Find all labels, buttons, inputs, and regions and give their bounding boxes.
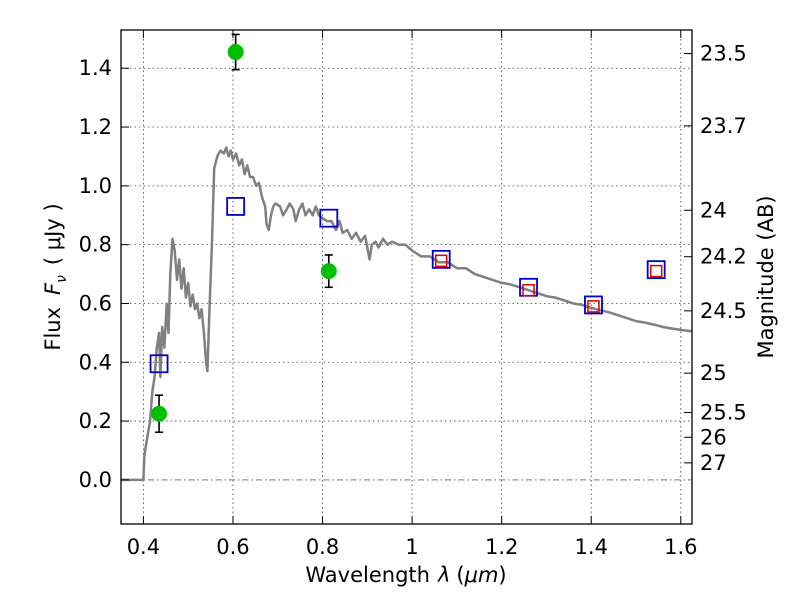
- x-tick-label: 0.6: [216, 535, 249, 559]
- y-axis-label: FluxFν( μJy ): [41, 203, 70, 350]
- y2-axis-label: Magnitude (AB): [754, 195, 778, 358]
- ir-point: [522, 283, 535, 297]
- spectrum-line: [121, 146, 693, 482]
- grid-layer: [121, 30, 692, 524]
- y-tick-label: 0.0: [79, 468, 112, 492]
- model-point: [226, 197, 246, 216]
- y2-tick-label: 24.5: [700, 299, 747, 323]
- observed-point: [320, 263, 337, 280]
- x-tick-label: 1.2: [485, 535, 518, 559]
- x-tick-label: 1: [405, 535, 418, 559]
- y-tick-label: 0.2: [79, 409, 112, 433]
- plot-frame: [120, 29, 693, 525]
- x-tick-label: 0.8: [306, 535, 339, 559]
- y-tick-label: 0.8: [79, 233, 112, 257]
- observed-point: [227, 44, 244, 61]
- ir-point: [649, 264, 663, 278]
- y-tick-label: 1.2: [79, 115, 112, 139]
- x-tick-label: 0.4: [127, 535, 160, 559]
- y-tick-label: 1.4: [79, 56, 112, 80]
- x-tick-label: 1.6: [664, 535, 697, 559]
- ir-point: [434, 254, 448, 268]
- data-layer: [121, 33, 693, 482]
- model-point: [431, 249, 451, 269]
- y2-tick-label: 24.2: [700, 245, 747, 269]
- observed-point: [151, 405, 168, 422]
- y-tick-label: 1.0: [79, 174, 112, 198]
- y2-tick-label: 25.5: [700, 401, 747, 425]
- tick-layer: 0.4 0.6 0.8 1 1.2 1.4 1.6 0.0 0.2 0.4 0.6 0.8 1.0 1.2…: [79, 30, 747, 559]
- y2-tick-label: 24: [700, 198, 727, 222]
- y2-tick-label: 26: [700, 425, 727, 449]
- model-point: [319, 208, 339, 228]
- y-tick-label: 0.6: [79, 291, 112, 315]
- model-point: [584, 295, 603, 315]
- y2-tick-label: 23.7: [700, 114, 747, 138]
- y2-tick-label: 27: [700, 451, 727, 475]
- model-point: [149, 354, 169, 374]
- y-tick-label: 0.4: [79, 350, 112, 374]
- ir-point: [587, 300, 600, 313]
- x-axis-label: Wavelength λ (μm): [305, 563, 506, 587]
- x-tick-label: 1.4: [575, 535, 608, 559]
- y2-tick-label: 23.5: [700, 42, 747, 66]
- y2-tick-label: 25: [700, 361, 727, 385]
- model-point: [646, 260, 666, 280]
